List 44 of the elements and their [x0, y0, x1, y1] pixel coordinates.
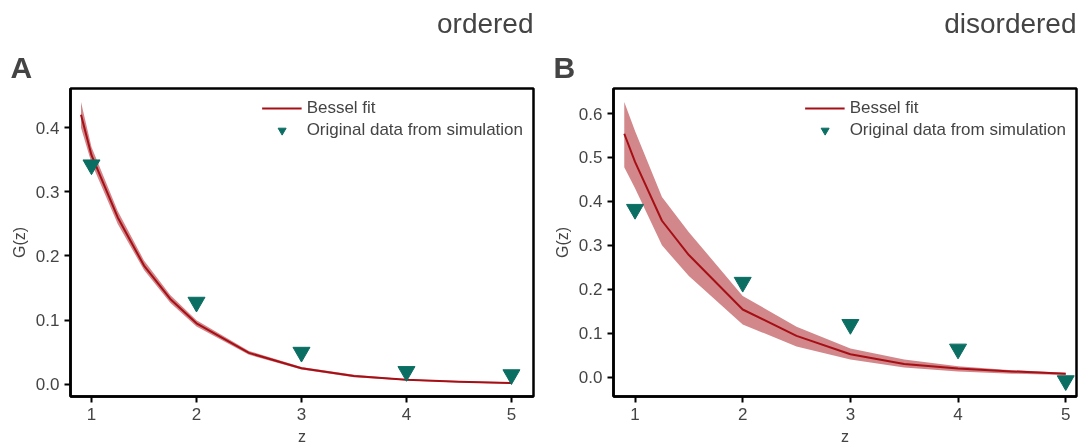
x-tick-label: 5	[1061, 404, 1071, 424]
x-tick-label: 3	[845, 404, 856, 424]
point	[397, 366, 416, 382]
x-tick-label: 1	[630, 404, 640, 424]
x-axis-title: z	[298, 427, 306, 445]
x-tick-label: 5	[506, 404, 517, 424]
y-axis-title: G(z)	[553, 226, 571, 259]
point	[733, 276, 752, 293]
legend-label: Bessel fit	[849, 98, 919, 118]
legend-label: Original data from simulation	[306, 120, 523, 140]
y-tick-label: 0.2	[35, 246, 60, 266]
point	[841, 319, 860, 335]
y-tick-label: 0.4	[35, 118, 60, 138]
text: B	[553, 50, 576, 84]
y-tick-label: 0.6	[578, 104, 603, 124]
y-tick-label: 0.4	[578, 192, 603, 212]
x-tick-label: 4	[401, 404, 412, 424]
legend-label: Bessel fit	[306, 98, 376, 118]
y-tick-label: 0.1	[578, 324, 603, 344]
x-tick-label: 2	[737, 404, 748, 424]
point	[292, 346, 311, 363]
point	[502, 369, 521, 385]
point	[82, 159, 101, 176]
x-tick-label: 1	[86, 404, 97, 424]
chart-title: ordered	[436, 7, 534, 39]
chart-title: disordered	[944, 7, 1077, 39]
point	[949, 343, 968, 360]
x-axis-title: z	[841, 427, 849, 445]
y-tick-label: 0.0	[35, 375, 60, 395]
x-tick-label: 2	[191, 404, 202, 424]
y-tick-label: 0.3	[578, 236, 603, 256]
x-tick-label: 3	[296, 404, 307, 424]
y-axis-title: G(z)	[10, 226, 28, 259]
y-tick-label: 0.2	[578, 280, 603, 300]
y-tick-label: 0.1	[35, 311, 60, 331]
y-tick-label: 0.3	[35, 182, 60, 202]
y-tick-label: 0.0	[578, 368, 603, 388]
point	[626, 203, 645, 220]
point	[187, 296, 206, 313]
x-tick-label: 4	[953, 404, 963, 424]
text: A	[10, 50, 33, 84]
legend-label: Original data from simulation	[849, 120, 1066, 140]
point	[1056, 375, 1075, 391]
y-tick-label: 0.5	[578, 148, 603, 168]
